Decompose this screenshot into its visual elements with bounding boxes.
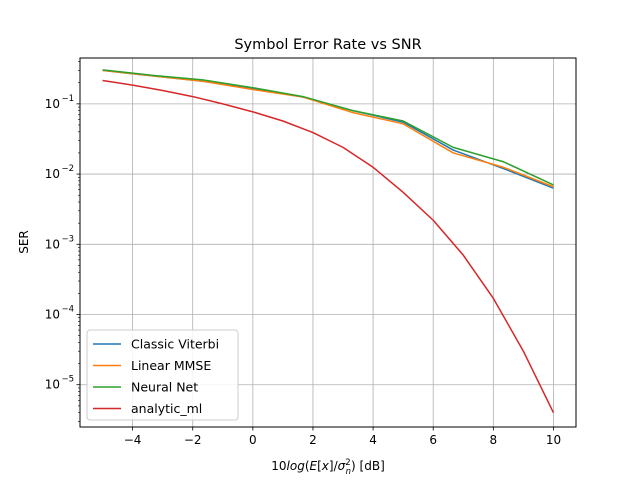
y-tick-label-exponent: −1 xyxy=(61,94,74,104)
series-line xyxy=(102,69,554,186)
x-tick-label: 8 xyxy=(490,433,498,447)
y-tick-label: 10 xyxy=(45,167,60,181)
x-axis-label-part: n xyxy=(346,467,351,477)
legend: Classic Viterbi Linear MMSE Neural Net anal… xyxy=(86,329,239,421)
legend-label: analytic_ml xyxy=(131,401,202,416)
x-tick-label: −2 xyxy=(184,433,202,447)
x-axis-label-part: [ xyxy=(317,459,322,473)
x-tick-label: 4 xyxy=(369,433,377,447)
x-tick-label: 0 xyxy=(249,433,257,447)
x-axis-label-part: E xyxy=(310,459,318,473)
y-tick-label: 10 xyxy=(45,97,60,111)
x-axis-label-part: ( xyxy=(305,459,310,473)
y-tick-label-exponent: −4 xyxy=(61,305,74,315)
x-tick-label: −4 xyxy=(124,433,142,447)
x-tick-label: 6 xyxy=(429,433,437,447)
x-axis-label-part: ]/ xyxy=(329,459,339,473)
x-axis-label-part: 10 xyxy=(271,459,286,473)
y-axis-label: SER xyxy=(17,230,31,254)
series-line xyxy=(102,69,554,188)
x-axis-label-part: 2 xyxy=(345,458,350,468)
y-tick-label-exponent: −3 xyxy=(61,234,74,244)
x-axis-label-part: ) [dB] xyxy=(351,459,385,473)
y-tick-label: 10 xyxy=(45,308,60,322)
x-axis-label-part: σ xyxy=(338,459,346,473)
chart-title: Symbol Error Rate vs SNR xyxy=(234,37,421,53)
x-tick-label: 2 xyxy=(309,433,317,447)
legend-box xyxy=(86,329,239,421)
x-axis-label-part: log xyxy=(287,459,306,473)
y-tick-label: 10 xyxy=(45,378,60,392)
plot-lines xyxy=(102,69,555,413)
series-line xyxy=(102,79,555,413)
plot-frame xyxy=(79,57,577,428)
x-tick-label: 10 xyxy=(546,433,561,447)
y-tick-label-exponent: −2 xyxy=(61,164,74,174)
legend-label: Neural Net xyxy=(131,380,198,395)
x-axis-label-part: x xyxy=(321,459,330,473)
x-axis-label: 10log(E[x]/σ2 n) [dB] xyxy=(271,458,385,477)
legend-label: Linear MMSE xyxy=(131,358,211,373)
y-tick-label: 10 xyxy=(45,237,60,251)
y-tick-label-exponent: −5 xyxy=(61,375,74,385)
legend-label: Classic Viterbi xyxy=(131,337,219,352)
